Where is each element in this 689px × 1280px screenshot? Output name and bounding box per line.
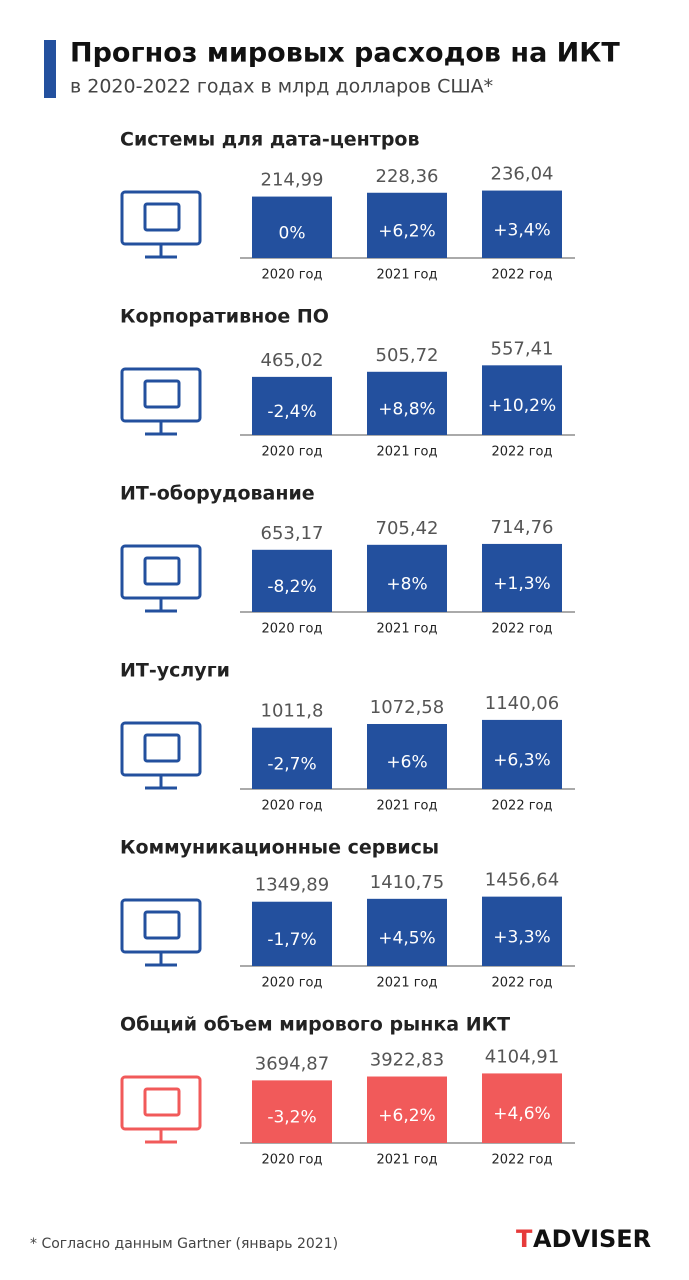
x-tick-label: 2022 год <box>492 976 553 991</box>
bar <box>482 1073 562 1143</box>
footnote: * Согласно данным Gartner (январь 2021) <box>30 1236 338 1252</box>
section-title: Общий объем мирового рынка ИКТ <box>120 1014 510 1036</box>
change-label: -1,7% <box>267 930 316 950</box>
value-label: 3922,83 <box>370 1050 444 1071</box>
change-label: +10,2% <box>488 396 556 416</box>
x-tick-label: 2022 год <box>492 445 553 460</box>
value-label: 705,42 <box>376 518 439 539</box>
subtitle: в 2020-2022 годах в млрд долларов США* <box>70 76 493 98</box>
value-label: 1140,06 <box>485 693 559 714</box>
change-label: -2,4% <box>267 402 316 422</box>
bar <box>367 1076 447 1143</box>
section-icon <box>120 721 202 790</box>
value-label: 505,72 <box>376 345 439 366</box>
change-label: -3,2% <box>267 1108 316 1128</box>
value-label: 557,41 <box>491 338 554 359</box>
value-label: 714,76 <box>491 517 554 538</box>
bar <box>482 365 562 435</box>
value-label: 228,36 <box>376 166 439 187</box>
section-icon <box>120 1075 202 1144</box>
change-label: +1,3% <box>493 574 550 594</box>
value-label: 653,17 <box>261 523 324 544</box>
x-tick-label: 2022 год <box>492 268 553 283</box>
title: Прогноз мировых расходов на ИКТ <box>70 38 620 69</box>
bar <box>252 1080 332 1143</box>
x-tick-label: 2021 год <box>377 799 438 814</box>
section-icon <box>120 544 202 613</box>
bar <box>367 723 447 789</box>
x-tick-label: 2020 год <box>262 445 323 460</box>
value-label: 465,02 <box>261 350 324 371</box>
x-tick-label: 2022 год <box>492 1153 553 1168</box>
logo-t: T <box>516 1225 533 1253</box>
x-tick-label: 2022 год <box>492 622 553 637</box>
section-title: Системы для дата-центров <box>120 129 420 151</box>
bar <box>252 196 332 258</box>
x-tick-label: 2020 год <box>262 268 323 283</box>
bar <box>482 719 562 789</box>
x-tick-label: 2021 год <box>377 976 438 991</box>
logo-rest: ADVISER <box>533 1225 651 1253</box>
change-label: 0% <box>279 223 306 243</box>
x-tick-label: 2020 год <box>262 799 323 814</box>
change-label: +4,6% <box>493 1104 550 1124</box>
change-label: +6,3% <box>493 750 550 770</box>
value-label: 3694,87 <box>255 1053 329 1074</box>
value-label: 1011,8 <box>261 701 324 722</box>
bar <box>482 896 562 966</box>
x-tick-label: 2021 год <box>377 268 438 283</box>
bar <box>252 901 332 966</box>
value-label: 236,04 <box>491 164 554 185</box>
change-label: +8,8% <box>378 399 435 419</box>
x-tick-label: 2021 год <box>377 622 438 637</box>
value-label: 1072,58 <box>370 697 444 718</box>
bar <box>252 376 332 435</box>
icon-detail <box>143 556 181 586</box>
value-label: 1349,89 <box>255 875 329 896</box>
section-title: ИТ-оборудование <box>120 483 315 505</box>
icon-detail <box>143 910 181 940</box>
value-label: 1456,64 <box>485 870 559 891</box>
title-accent <box>44 40 56 98</box>
section-title: Корпоративное ПО <box>120 306 329 328</box>
x-tick-label: 2021 год <box>377 1153 438 1168</box>
section-title: Коммуникационные сервисы <box>120 837 439 859</box>
change-label: +8% <box>386 574 427 594</box>
value-label: 4104,91 <box>485 1046 559 1067</box>
bar <box>367 192 447 258</box>
change-label: +3,3% <box>493 927 550 947</box>
section-icon <box>120 367 202 436</box>
value-label: 1410,75 <box>370 872 444 893</box>
x-tick-label: 2020 год <box>262 622 323 637</box>
icon-detail <box>143 202 181 232</box>
bar <box>482 543 562 612</box>
value-label: 214,99 <box>261 170 324 191</box>
bar <box>252 727 332 789</box>
bar <box>482 190 562 258</box>
section-title: ИТ-услуги <box>120 660 230 682</box>
bar <box>367 544 447 612</box>
section-icon <box>120 898 202 967</box>
x-tick-label: 2020 год <box>262 1153 323 1168</box>
change-label: +6% <box>386 752 427 772</box>
change-label: +3,4% <box>493 220 550 240</box>
bar <box>367 371 447 435</box>
change-label: -8,2% <box>267 577 316 597</box>
x-tick-label: 2022 год <box>492 799 553 814</box>
section-icon <box>120 190 202 259</box>
change-label: -2,7% <box>267 754 316 774</box>
bar <box>367 898 447 966</box>
icon-detail <box>143 1087 181 1117</box>
x-tick-label: 2021 год <box>377 445 438 460</box>
change-label: +6,2% <box>378 221 435 241</box>
change-label: +6,2% <box>378 1106 435 1126</box>
icon-detail <box>143 379 181 409</box>
change-label: +4,5% <box>378 928 435 948</box>
x-tick-label: 2020 год <box>262 976 323 991</box>
icon-detail <box>143 733 181 763</box>
bar <box>252 549 332 612</box>
